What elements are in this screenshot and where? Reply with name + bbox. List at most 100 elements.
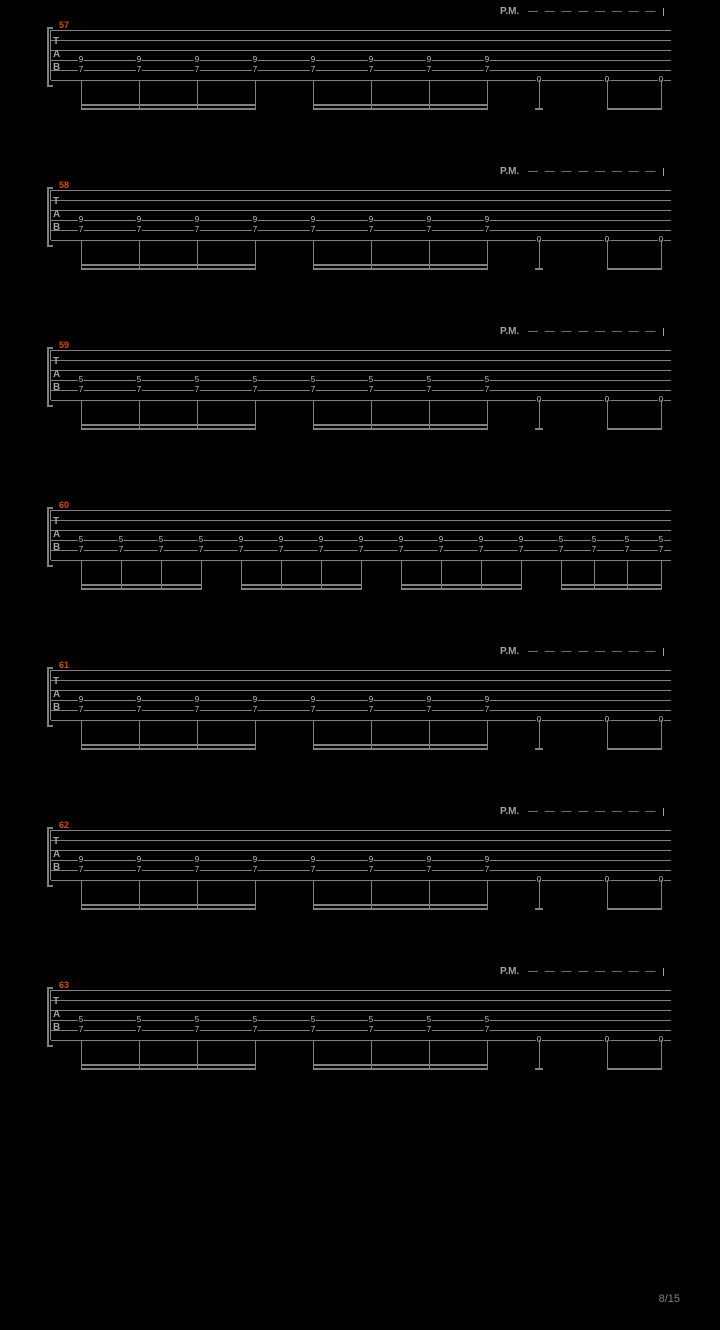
note-beam <box>81 264 255 266</box>
note-beam <box>81 588 201 590</box>
note-stem <box>661 880 662 910</box>
string-line <box>51 1020 671 1021</box>
string-line <box>51 990 671 991</box>
string-line <box>51 50 671 51</box>
palm-mute-extent: — — — — — — — — <box>528 968 664 976</box>
tab-clef-letter: T <box>53 837 59 847</box>
measure-block: P.M.— — — — — — — —59TAB5757575757575757… <box>50 320 670 480</box>
note-beam <box>81 1068 255 1070</box>
note-stem <box>661 400 662 430</box>
fret-number: 7 <box>310 866 316 874</box>
string-line <box>51 80 671 81</box>
note-beam <box>81 904 255 906</box>
fret-number: 5 <box>252 1016 258 1024</box>
fret-number: 5 <box>624 536 630 544</box>
fret-number: 7 <box>252 66 258 74</box>
tab-staff: 62TAB9797979797979797000 <box>50 830 671 880</box>
string-line <box>51 30 671 31</box>
tab-staff: 60TAB57575757979797979797979757575757 <box>50 510 671 560</box>
page-number: 8/15 <box>659 1293 680 1305</box>
note-beam <box>313 744 487 746</box>
note-stem <box>487 240 488 270</box>
fret-number: 7 <box>658 546 664 554</box>
string-line <box>51 210 671 211</box>
measure-number: 63 <box>59 980 69 990</box>
fret-number: 5 <box>310 1016 316 1024</box>
string-line <box>51 350 671 351</box>
fret-number: 9 <box>426 56 432 64</box>
fret-number: 7 <box>78 1026 84 1034</box>
fret-number: 9 <box>358 536 364 544</box>
fret-number: 7 <box>426 1026 432 1034</box>
note-stem <box>255 720 256 750</box>
string-line <box>51 860 671 861</box>
fret-number: 9 <box>78 856 84 864</box>
palm-mute-extent: — — — — — — — — <box>528 808 664 816</box>
fret-number: 9 <box>136 216 142 224</box>
note-beam <box>313 1068 487 1070</box>
palm-mute-label: P.M. <box>500 966 519 977</box>
note-beam <box>241 584 361 586</box>
fret-number: 9 <box>484 56 490 64</box>
tab-clef-letter: A <box>53 690 60 700</box>
note-beam <box>81 108 255 110</box>
string-line <box>51 400 671 401</box>
string-line <box>51 190 671 191</box>
fret-number: 7 <box>310 1026 316 1034</box>
string-line <box>51 1010 671 1011</box>
note-stem <box>539 80 540 110</box>
measure-number: 57 <box>59 20 69 30</box>
tab-clef-letter: B <box>53 863 60 873</box>
note-beam <box>81 104 255 106</box>
note-stem <box>607 240 608 270</box>
measure-number: 61 <box>59 660 69 670</box>
note-beam <box>81 428 255 430</box>
tab-staff: 58TAB9797979797979797000 <box>50 190 671 240</box>
fret-number: 7 <box>358 546 364 554</box>
fret-number: 7 <box>136 706 142 714</box>
fret-number: 5 <box>136 1016 142 1024</box>
fret-number: 7 <box>484 386 490 394</box>
measure-block: 60TAB57575757979797979797979757575757 <box>50 480 670 640</box>
fret-number: 5 <box>194 376 200 384</box>
fret-number: 9 <box>278 536 284 544</box>
fret-number: 9 <box>368 216 374 224</box>
fret-number: 9 <box>368 856 374 864</box>
fret-number: 7 <box>136 386 142 394</box>
note-beam <box>241 588 361 590</box>
fret-number: 7 <box>624 546 630 554</box>
fret-number: 7 <box>78 66 84 74</box>
tab-clef-letter: A <box>53 210 60 220</box>
fret-number: 7 <box>484 1026 490 1034</box>
fret-number: 9 <box>426 856 432 864</box>
fret-number: 5 <box>252 376 258 384</box>
palm-mute-extent: — — — — — — — — <box>528 328 664 336</box>
string-line <box>51 710 671 711</box>
note-beam <box>313 428 487 430</box>
string-line <box>51 220 671 221</box>
fret-number: 5 <box>78 1016 84 1024</box>
fret-number: 5 <box>558 536 564 544</box>
fret-number: 9 <box>78 56 84 64</box>
note-beam <box>313 424 487 426</box>
fret-number: 9 <box>368 696 374 704</box>
tab-staff: 63TAB5757575757575757000 <box>50 990 671 1040</box>
note-stem <box>539 1040 540 1070</box>
fret-number: 7 <box>158 546 164 554</box>
fret-number: 9 <box>252 696 258 704</box>
note-beam <box>535 908 543 910</box>
note-stem <box>539 240 540 270</box>
fret-number: 9 <box>136 856 142 864</box>
fret-number: 7 <box>368 1026 374 1034</box>
fret-number: 9 <box>484 856 490 864</box>
note-stem <box>201 560 202 590</box>
fret-number: 7 <box>368 866 374 874</box>
fret-number: 5 <box>658 536 664 544</box>
tab-staff: 61TAB9797979797979797000 <box>50 670 671 720</box>
note-stem <box>607 880 608 910</box>
fret-number: 7 <box>118 546 124 554</box>
fret-number: 7 <box>194 66 200 74</box>
fret-number: 5 <box>310 376 316 384</box>
fret-number: 7 <box>252 226 258 234</box>
fret-number: 9 <box>310 216 316 224</box>
